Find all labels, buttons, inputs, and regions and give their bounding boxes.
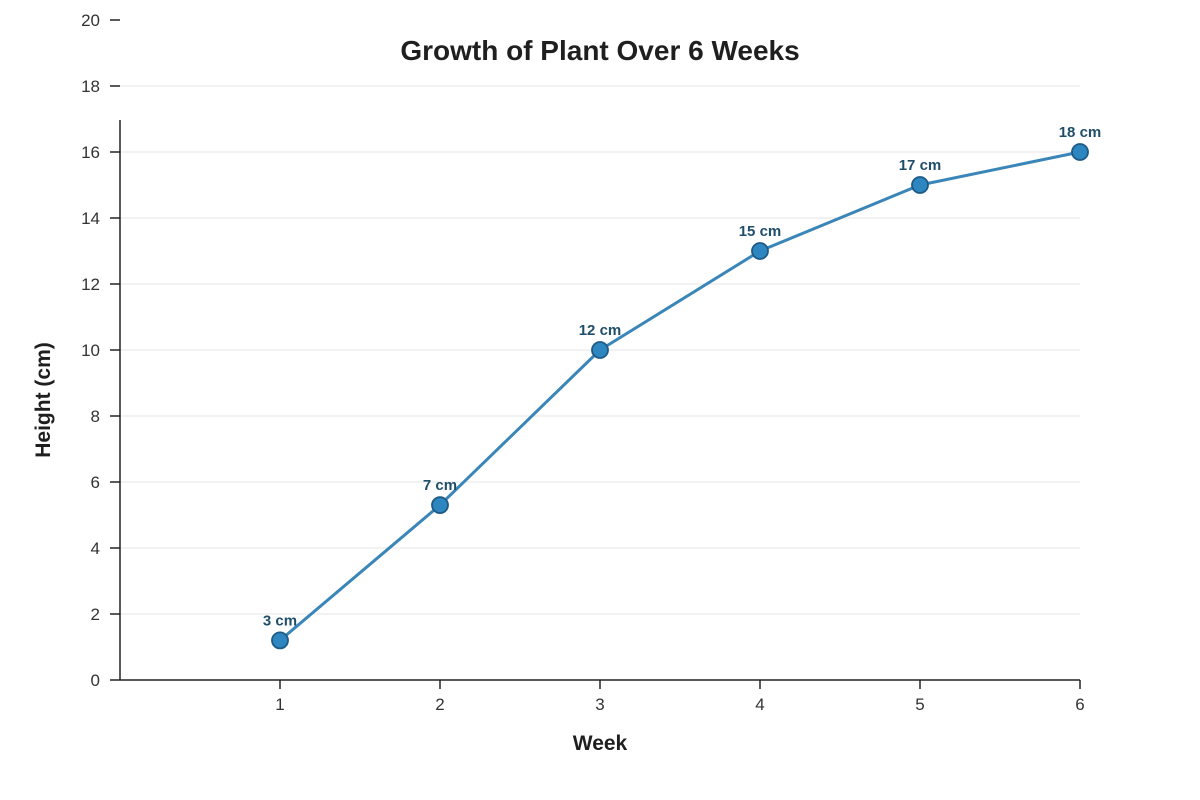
- data-labels: 3 cm 7 cm 12 cm 15 cm 17 cm 18 cm: [263, 124, 1101, 629]
- x-tick-label: 5: [915, 695, 924, 714]
- x-tick-label: 6: [1075, 695, 1084, 714]
- y-tick-label: 20: [81, 11, 100, 30]
- data-point: [1071, 143, 1089, 161]
- y-tick-label: 4: [91, 539, 100, 558]
- data-point: [271, 631, 289, 650]
- x-tick-label: 3: [595, 695, 604, 714]
- y-tick-label: 0: [91, 671, 100, 690]
- data-label: 7 cm: [423, 477, 457, 494]
- data-label: 18 cm: [1059, 124, 1102, 141]
- y-axis-label: Height (cm): [32, 342, 55, 458]
- chart-title: Growth of Plant Over 6 Weeks: [400, 35, 799, 66]
- y-tick-label: 8: [91, 407, 100, 426]
- data-label: 3 cm: [263, 612, 297, 629]
- x-tick-label: 1: [275, 695, 284, 714]
- x-tick-label: 2: [435, 695, 444, 714]
- y-tick-label: 6: [91, 473, 100, 492]
- data-point: [751, 242, 769, 260]
- y-tick-label: 16: [81, 143, 100, 162]
- data-points: [271, 143, 1089, 650]
- y-tick-label: 12: [81, 275, 100, 294]
- x-axis-label: Week: [573, 732, 628, 755]
- data-point: [591, 341, 609, 359]
- data-label: 12 cm: [579, 322, 622, 339]
- data-point: [911, 176, 929, 194]
- data-label: 15 cm: [739, 223, 782, 240]
- y-tick-label: 2: [91, 605, 100, 624]
- x-tick-label: 4: [755, 695, 764, 714]
- y-tick-label: 14: [81, 209, 100, 228]
- series-line: [279, 150, 1081, 642]
- y-tick-label: 18: [81, 77, 100, 96]
- data-point: [431, 496, 449, 515]
- data-series: [279, 150, 1081, 642]
- data-label: 17 cm: [899, 157, 942, 174]
- y-tick-label: 10: [81, 341, 100, 360]
